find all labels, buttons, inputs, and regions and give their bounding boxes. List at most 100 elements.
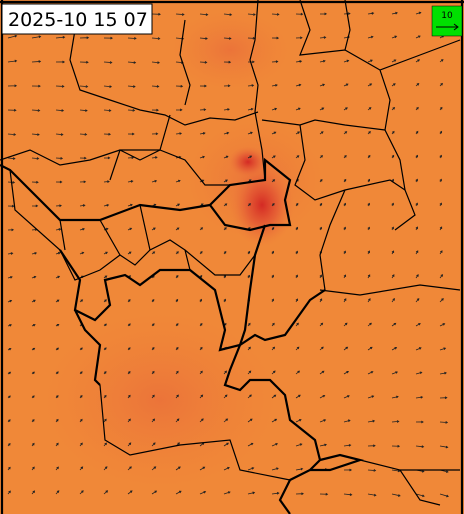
wind-arrow (223, 491, 231, 495)
wind-arrow (319, 492, 329, 496)
border (74, 309, 102, 386)
wind-arrow (151, 466, 157, 471)
wind-arrow (319, 131, 324, 135)
wind-arrow (103, 180, 110, 183)
wind-arrow (151, 490, 158, 495)
wind-arrow (103, 61, 113, 64)
border (299, 0, 416, 231)
wind-arrow (415, 323, 421, 327)
wind-arrow (7, 347, 12, 351)
wind-arrow (175, 298, 179, 303)
wind-arrow (55, 228, 62, 231)
wind-arrow (55, 204, 62, 208)
wind-arrow (343, 443, 352, 447)
wind-arrow (151, 251, 156, 255)
wind-arrow (127, 394, 131, 399)
wind-arrow (247, 418, 253, 423)
wind-arrow (223, 155, 229, 159)
wind-arrow (391, 35, 398, 39)
wind-arrow (175, 323, 179, 327)
wind-arrow (247, 107, 254, 111)
wind-arrow (295, 36, 303, 40)
wind-arrow (343, 274, 347, 279)
wind-arrow (103, 275, 108, 279)
wind-arrow (199, 131, 206, 135)
wind-arrow (319, 107, 325, 111)
wind-arrow (31, 323, 36, 327)
wind-arrow (367, 202, 370, 207)
wind-arrow (7, 157, 16, 160)
wind-arrow (439, 493, 449, 498)
wind-arrow (31, 442, 35, 447)
wind-arrow (415, 83, 420, 87)
wind-arrow (103, 132, 112, 136)
border (69, 29, 259, 126)
wind-arrow (55, 35, 66, 39)
wind-arrow (247, 13, 256, 16)
wind-arrow (7, 133, 17, 136)
wind-arrow (31, 275, 37, 279)
wind-arrow (391, 107, 396, 111)
wind-arrow (343, 83, 349, 87)
wind-arrow (319, 12, 328, 16)
wind-arrow (175, 346, 179, 351)
wind-arrow (127, 227, 133, 231)
border (261, 119, 386, 131)
wind-arrow (271, 322, 275, 327)
wind-arrow (31, 133, 40, 136)
wind-arrow (367, 130, 371, 135)
wind-arrow (151, 370, 155, 375)
wind-arrow (271, 179, 276, 183)
wind-arrow (295, 467, 304, 471)
wind-arrow (151, 394, 155, 399)
wind-arrow (31, 347, 36, 351)
wind-arrow (199, 394, 204, 399)
wind-arrow (391, 226, 394, 231)
border (359, 459, 460, 506)
wind-arrow (367, 322, 372, 327)
timestamp-box (1, 3, 153, 35)
wind-arrow (319, 59, 326, 63)
wind-arrow (199, 60, 208, 64)
wind-arrow (439, 250, 443, 255)
wind-arrow (367, 395, 375, 399)
wind-arrow (295, 443, 303, 447)
wind-arrow (79, 204, 86, 207)
wind-arrow (7, 228, 15, 232)
wind-arrow (127, 180, 134, 183)
wind-arrow (319, 36, 327, 39)
wind-arrow (7, 108, 17, 112)
wind-arrow (247, 250, 251, 255)
wind-arrow (7, 395, 11, 399)
wind-arrow (319, 178, 323, 183)
wind-arrow (223, 370, 227, 375)
wind-arrow (31, 204, 39, 208)
wind-arrow (223, 394, 228, 399)
wind-arrow (391, 322, 397, 327)
wind-arrow (31, 419, 35, 423)
wind-arrow (319, 346, 324, 351)
wind-arrow (31, 395, 35, 399)
border (319, 284, 461, 296)
legend-label: 10 (441, 11, 453, 21)
wind-arrow (415, 250, 419, 255)
wind-arrow (415, 420, 424, 424)
wind-arrow (319, 370, 325, 375)
wind-arrow (415, 226, 419, 231)
wind-arrow (151, 85, 160, 88)
wind-arrow (319, 226, 322, 231)
wind-arrow (391, 395, 399, 399)
wind-arrow (55, 109, 65, 112)
wind-arrow (175, 179, 181, 183)
wind-arrow (391, 154, 395, 159)
wind-arrow (223, 466, 230, 471)
wind-arrow (343, 154, 347, 159)
wind-arrow (391, 202, 394, 207)
wind-arrow (55, 156, 64, 160)
wind-arrow (175, 490, 182, 495)
wind-arrow (319, 202, 323, 207)
wind-arrow (271, 467, 279, 471)
wind-arrow (247, 155, 253, 159)
wind-arrow (295, 60, 303, 63)
